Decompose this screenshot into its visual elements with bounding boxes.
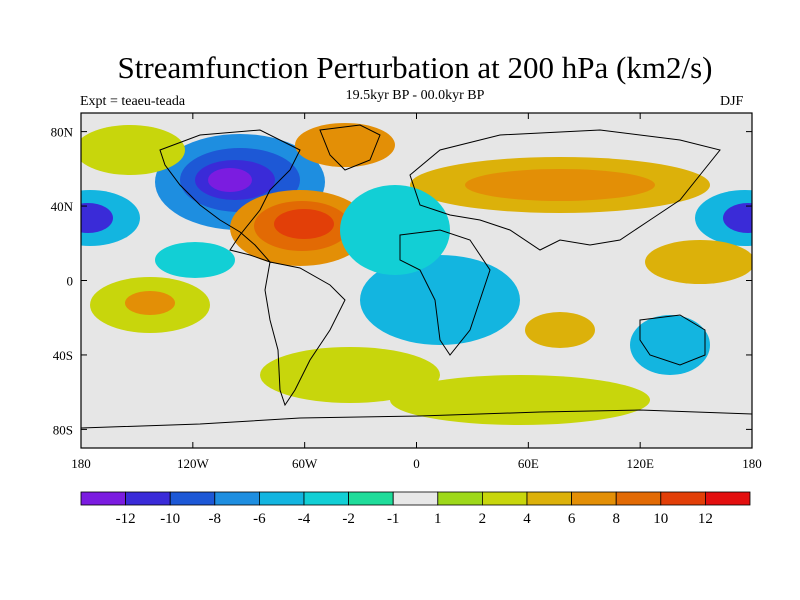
north-pacific-high	[81, 125, 185, 175]
australia-coast	[639, 314, 706, 366]
y-tick-label: 40S	[53, 348, 73, 363]
south-atlantic-high	[260, 347, 440, 403]
colorbar-swatch	[392, 491, 439, 506]
x-tick-label: 60W	[292, 456, 318, 471]
west-pacific-high	[645, 240, 752, 284]
y-tick-label: 0	[67, 274, 74, 289]
experiment-label: Expt = teaeu-teada	[80, 94, 186, 109]
coastline-layer	[81, 124, 752, 429]
colorbar-swatch	[571, 491, 617, 506]
pacific-low-west-core	[81, 203, 113, 233]
greenland-high	[295, 123, 395, 167]
gulf-high-core	[274, 209, 334, 239]
colorbar-label: -6	[253, 511, 266, 527]
colorbar-swatch	[615, 491, 662, 506]
plot-title: Streamfunction Perturbation at 200 hPa (…	[117, 50, 713, 85]
colorbar-label: -12	[116, 511, 136, 527]
antarctica-coast	[81, 409, 752, 429]
colorbar-label: 4	[523, 511, 531, 527]
y-tick-label: 40N	[51, 199, 74, 214]
x-tick-label: 120E	[626, 456, 654, 471]
contour-fill-layer	[81, 123, 752, 425]
south-pacific-high-core	[125, 291, 175, 315]
season-label: DJF	[720, 94, 744, 109]
colorbar-label: 12	[698, 511, 713, 527]
colorbar-label: 6	[568, 511, 576, 527]
colorbar-label: -1	[387, 511, 400, 527]
north-america-coast	[159, 129, 301, 264]
x-axis: 180 120W 60W 0 60E 120E 180	[71, 113, 762, 471]
colorbar: -12 -10 -8 -6 -4 -2 -1 1 2 4 6 8 10 12	[80, 491, 751, 527]
colorbar-label: -10	[160, 511, 180, 527]
colorbar-swatch	[125, 491, 171, 506]
colorbar-label: 10	[653, 511, 668, 527]
colorbar-swatch	[526, 491, 572, 506]
colorbar-label: -2	[342, 511, 355, 527]
eurasia-coast	[409, 129, 721, 251]
x-tick-label: 60E	[518, 456, 539, 471]
colorbar-swatch	[169, 491, 216, 506]
canada-low-core	[208, 168, 252, 192]
y-axis: 80N 40N 0 40S 80S	[51, 125, 752, 437]
south-america-coast	[264, 261, 346, 407]
colorbar-swatch	[303, 491, 349, 506]
y-tick-label: 80S	[53, 422, 73, 437]
x-tick-label: 180	[71, 456, 91, 471]
atlantic-low	[340, 185, 450, 275]
plot-subtitle: 19.5kyr BP - 00.0kyr BP	[345, 88, 485, 103]
australia-low	[630, 315, 710, 375]
africa-low	[360, 255, 520, 345]
greenland-coast	[319, 124, 381, 171]
colorbar-swatch	[258, 491, 305, 506]
colorbar-swatch	[437, 491, 483, 506]
colorbar-label: -4	[298, 511, 311, 527]
colorbar-label: 2	[479, 511, 487, 527]
colorbar-label: -8	[209, 511, 222, 527]
colorbar-swatch	[660, 491, 706, 506]
colorbar-swatch	[348, 491, 394, 506]
africa-coast	[399, 229, 491, 356]
y-tick-label: 80N	[51, 125, 74, 140]
pacific-low-east-core	[723, 203, 752, 233]
colorbar-swatch	[214, 491, 260, 506]
asia-jet-core	[465, 169, 655, 201]
east-pacific-low	[155, 242, 235, 278]
colorbar-swatch	[481, 491, 528, 506]
colorbar-swatch	[80, 491, 126, 506]
x-tick-label: 0	[413, 456, 420, 471]
southern-ocean-high	[390, 375, 650, 425]
x-tick-label: 180	[742, 456, 762, 471]
x-tick-label: 120W	[177, 456, 210, 471]
colorbar-swatch	[705, 491, 751, 506]
indian-ocean-high	[525, 312, 595, 348]
colorbar-label: 8	[612, 511, 620, 527]
colorbar-label: 1	[434, 511, 442, 527]
